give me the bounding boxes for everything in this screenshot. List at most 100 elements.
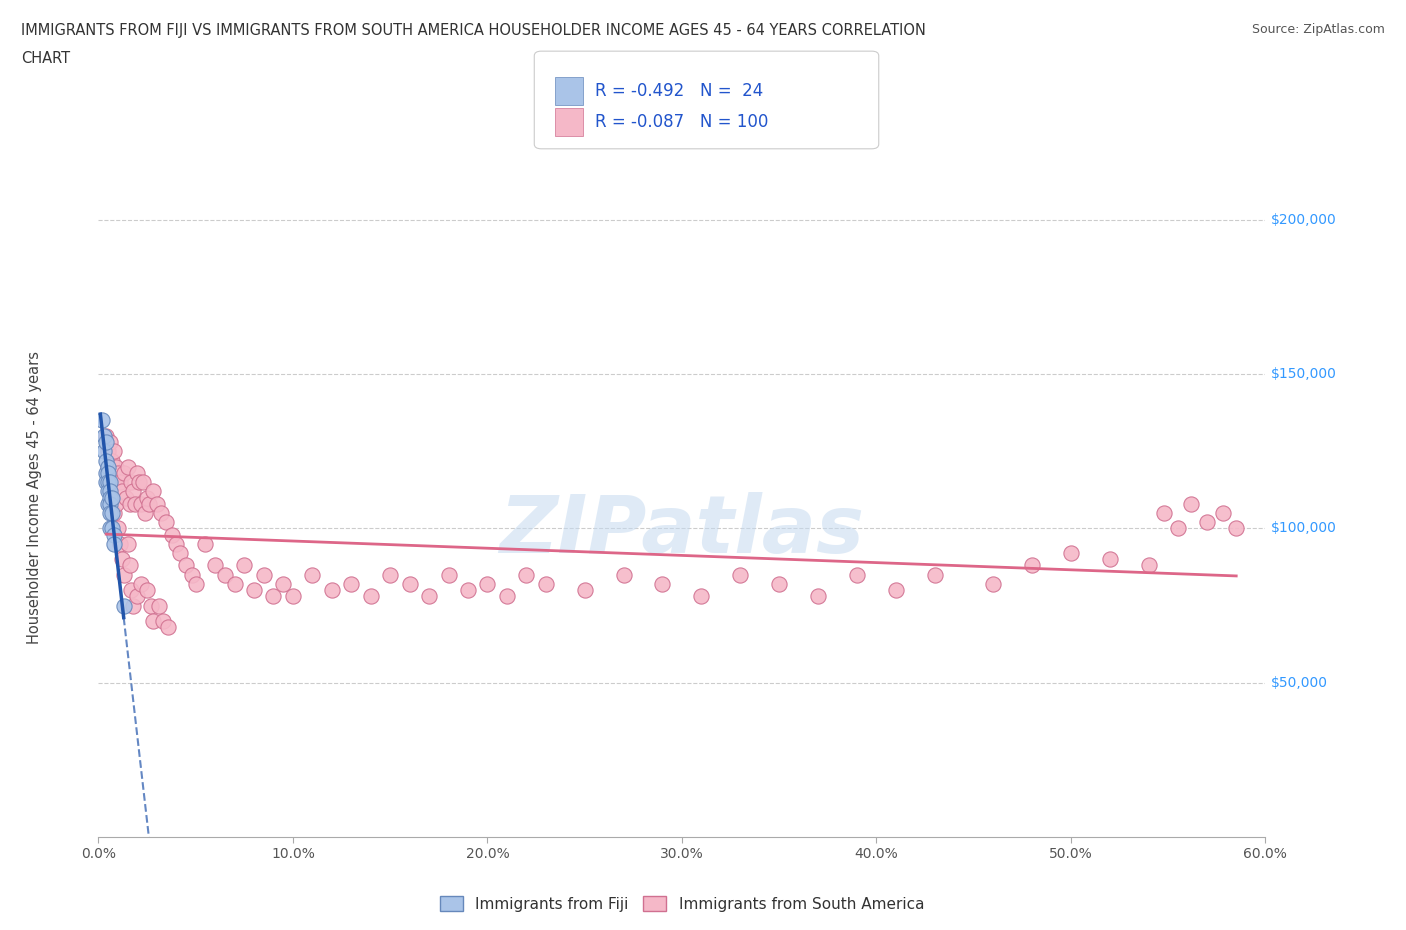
Point: [104, 497, 127, 512]
Text: ZIPatlas: ZIPatlas: [499, 493, 865, 570]
Point: [262, 589, 284, 604]
Point: [91, 413, 114, 428]
Point: [1195, 515, 1218, 530]
Point: [132, 474, 155, 489]
Point: [378, 567, 402, 582]
Point: [121, 583, 143, 598]
Point: [121, 474, 143, 489]
Point: [174, 558, 197, 573]
Point: [194, 537, 217, 551]
Point: [97, 497, 120, 512]
Point: [101, 521, 124, 536]
Point: [98, 434, 121, 449]
Point: [129, 577, 152, 591]
Point: [101, 490, 124, 505]
Point: [884, 583, 907, 598]
Point: [214, 567, 236, 582]
Point: [845, 567, 868, 582]
Text: $200,000: $200,000: [1271, 213, 1337, 227]
Point: [118, 558, 141, 573]
Point: [574, 583, 596, 598]
Point: [97, 465, 120, 480]
Point: [108, 537, 131, 551]
Point: [1225, 521, 1247, 536]
Point: [651, 577, 673, 591]
Point: [98, 474, 121, 489]
Point: [477, 577, 499, 591]
Text: Source: ZipAtlas.com: Source: ZipAtlas.com: [1251, 23, 1385, 36]
Point: [117, 537, 139, 551]
Point: [162, 527, 184, 542]
Point: [224, 577, 246, 591]
Point: [534, 577, 557, 591]
Point: [136, 583, 159, 598]
Point: [96, 474, 118, 489]
Point: [155, 515, 177, 530]
Point: [96, 465, 118, 480]
Point: [1060, 546, 1083, 561]
Point: [768, 577, 790, 591]
Point: [730, 567, 752, 582]
Point: [340, 577, 363, 591]
Point: [118, 497, 141, 512]
Point: [149, 506, 172, 521]
Point: [108, 474, 131, 489]
Point: [281, 589, 304, 604]
Point: [146, 497, 169, 512]
Point: [97, 474, 120, 489]
Point: [1212, 506, 1234, 521]
Point: [148, 598, 170, 613]
Point: [515, 567, 537, 582]
Point: [165, 537, 187, 551]
Point: [981, 577, 1004, 591]
Point: [271, 577, 294, 591]
Point: [924, 567, 946, 582]
Point: [253, 567, 276, 582]
Point: [98, 490, 121, 505]
Point: [98, 474, 121, 489]
Point: [114, 490, 136, 505]
Point: [112, 598, 135, 613]
Text: $50,000: $50,000: [1271, 676, 1329, 690]
Text: $150,000: $150,000: [1271, 367, 1337, 381]
Point: [138, 497, 160, 512]
Point: [111, 484, 134, 498]
Point: [97, 444, 120, 458]
Text: Householder Income Ages 45 - 64 years: Householder Income Ages 45 - 64 years: [27, 351, 42, 644]
Legend: Immigrants from Fiji, Immigrants from South America: Immigrants from Fiji, Immigrants from So…: [433, 889, 931, 918]
Point: [139, 598, 162, 613]
Point: [1180, 497, 1202, 512]
Point: [612, 567, 634, 582]
Point: [233, 558, 256, 573]
Point: [93, 444, 115, 458]
Point: [97, 484, 120, 498]
Point: [142, 614, 165, 629]
Text: IMMIGRANTS FROM FIJI VS IMMIGRANTS FROM SOUTH AMERICA HOUSEHOLDER INCOME AGES 45: IMMIGRANTS FROM FIJI VS IMMIGRANTS FROM …: [21, 23, 927, 38]
Point: [398, 577, 420, 591]
Point: [1167, 521, 1189, 536]
Point: [117, 459, 139, 474]
Point: [457, 583, 479, 598]
Text: $100,000: $100,000: [1271, 522, 1337, 536]
Point: [101, 465, 124, 480]
Point: [690, 589, 713, 604]
Point: [122, 484, 145, 498]
Point: [127, 589, 149, 604]
Point: [112, 465, 135, 480]
Point: [98, 521, 121, 536]
Point: [243, 583, 266, 598]
Point: [1153, 506, 1175, 521]
Point: [97, 459, 120, 474]
Point: [142, 484, 165, 498]
Point: [129, 497, 152, 512]
Point: [180, 567, 202, 582]
Point: [101, 490, 124, 505]
Point: [301, 567, 323, 582]
Point: [204, 558, 226, 573]
Point: [96, 453, 118, 468]
Point: [157, 619, 180, 634]
Point: [495, 589, 517, 604]
Point: [437, 567, 460, 582]
Text: CHART: CHART: [21, 51, 70, 66]
Point: [360, 589, 382, 604]
